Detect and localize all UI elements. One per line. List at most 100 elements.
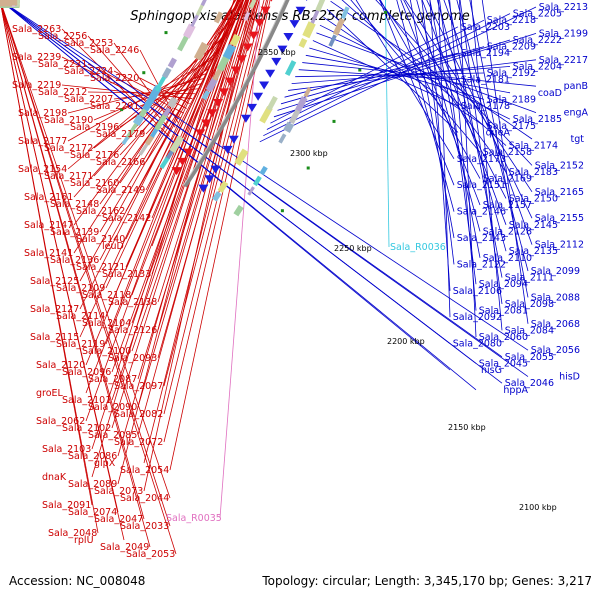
gene-label[interactable]: Sala_2160 xyxy=(70,178,119,189)
gene-label[interactable]: Sala_2102 xyxy=(62,423,111,434)
gene-label[interactable]: Sala_2149 xyxy=(96,185,145,196)
gene-label[interactable]: Sala_2155 xyxy=(535,213,584,224)
gene-label[interactable]: Sala_2204 xyxy=(513,61,562,72)
gene-label[interactable]: Sala_2143 xyxy=(457,233,506,244)
gene-label[interactable]: Sala_2231 xyxy=(38,59,87,70)
gene-label[interactable]: Sala_2150 xyxy=(509,193,558,204)
gene-label[interactable]: Sala_2219 xyxy=(12,80,61,91)
gene-label[interactable]: Sala_2139 xyxy=(50,227,99,238)
gene-label[interactable]: Sala_2092 xyxy=(453,312,502,323)
gene-label[interactable]: Sala_2086 xyxy=(68,451,117,462)
gene-label[interactable]: Sala_2087 xyxy=(88,374,137,385)
gene-label[interactable]: Sala_2189 xyxy=(487,94,536,105)
gene-label[interactable]: tgt xyxy=(571,134,585,145)
gene-label[interactable]: Sala_2173 xyxy=(457,154,506,165)
gene-label[interactable]: Sala_2199 xyxy=(539,28,588,39)
gene-label[interactable]: Sala_2209 xyxy=(487,42,536,53)
gene-label[interactable]: Sala_2239 xyxy=(12,52,61,63)
gene-label[interactable]: coaD xyxy=(538,88,562,99)
gene-label[interactable]: Sala_2109 xyxy=(56,283,105,294)
gene-label[interactable]: Sala_2217 xyxy=(539,55,588,66)
gene-label[interactable]: Sala_2126 xyxy=(108,325,157,336)
gene-label[interactable]: Sala_2053 xyxy=(126,549,175,560)
gene-label[interactable]: Sala_2093 xyxy=(108,353,157,364)
gene-label[interactable]: Sala_2205 xyxy=(513,9,562,20)
gene-label[interactable]: Sala_2142 xyxy=(102,213,151,224)
gene-label[interactable]: Sala_2091 xyxy=(42,500,91,511)
gene-label[interactable]: Sala_2062 xyxy=(36,416,85,427)
gene-label[interactable]: Sala_2120 xyxy=(36,360,85,371)
gene-label[interactable]: Sala_2118 xyxy=(82,290,131,301)
gene-label[interactable]: Sala_2138 xyxy=(108,297,157,308)
gene-label[interactable]: Sala_2135 xyxy=(509,246,558,257)
gene-label[interactable]: queA xyxy=(486,127,511,138)
gene-label[interactable]: Sala_2203 xyxy=(461,22,510,33)
gene-label[interactable]: Sala_2183 xyxy=(509,167,558,178)
gene-label[interactable]: Sala_2256 xyxy=(38,31,87,42)
gene-label[interactable]: Sala_2220 xyxy=(90,73,139,84)
gene-label[interactable]: Sala_2085 xyxy=(88,430,137,441)
gene-label[interactable]: Sala_2054 xyxy=(120,465,169,476)
gene-label[interactable]: Sala_2100 xyxy=(82,346,131,357)
gene-label[interactable]: rplU xyxy=(74,535,94,546)
gene-label[interactable]: Sala_2136 xyxy=(50,255,99,266)
gene-label[interactable]: Sala_2099 xyxy=(531,266,580,277)
gene-label[interactable]: Sala_2253 xyxy=(64,38,113,49)
gene-label[interactable]: Sala_2046 xyxy=(505,378,554,389)
gene-label[interactable]: Sala_2175 xyxy=(487,121,536,132)
gene-label[interactable]: Sala_2097 xyxy=(114,381,163,392)
gene-label[interactable]: Sala_2224 xyxy=(64,66,113,77)
gene-label[interactable]: Sala_2112 xyxy=(535,240,584,251)
gene-label[interactable]: hisD xyxy=(559,372,580,383)
gene-label[interactable]: hisG xyxy=(481,365,502,376)
gene-label[interactable]: Sala_2127 xyxy=(30,304,79,315)
gene-label[interactable]: Sala_2084 xyxy=(505,325,554,336)
gene-label[interactable]: Sala_2145 xyxy=(509,220,558,231)
gene-label[interactable]: Sala_2161 xyxy=(24,192,73,203)
gene-label[interactable]: Sala_2177 xyxy=(18,136,67,147)
gene-label[interactable]: Sala_2090 xyxy=(88,402,137,413)
gene-label[interactable]: Sala_2201 xyxy=(90,101,139,112)
gene-label[interactable]: Sala_2166 xyxy=(96,157,145,168)
gene-label[interactable]: Sala_2048 xyxy=(48,528,97,539)
gene-label[interactable]: Sala_R0036 xyxy=(390,242,446,253)
gene-label[interactable]: Sala_2179 xyxy=(96,129,145,140)
gene-label[interactable]: Sala_2119 xyxy=(56,339,105,350)
gene-label[interactable]: Sala_2178 xyxy=(461,101,510,112)
gene-label[interactable]: Sala_2181 xyxy=(461,75,510,86)
gene-label[interactable]: Sala_2080 xyxy=(453,339,502,350)
gene-label[interactable]: Sala_2121 xyxy=(76,262,125,273)
gene-label[interactable]: Sala_2049 xyxy=(100,542,149,553)
gene-label[interactable]: glpX xyxy=(94,458,116,469)
gene-label[interactable]: Sala_2190 xyxy=(44,115,93,126)
gene-label[interactable]: Sala_2114 xyxy=(56,311,105,322)
gene-label[interactable]: Sala_2125 xyxy=(30,276,79,287)
gene-label[interactable]: Sala_2033 xyxy=(120,521,169,532)
gene-label[interactable]: Sala_2115 xyxy=(30,332,79,343)
gene-label[interactable]: Sala_2198 xyxy=(18,108,67,119)
gene-label[interactable]: Sala_2082 xyxy=(114,409,163,420)
gene-label[interactable]: Sala_2218 xyxy=(487,15,536,26)
gene-label[interactable]: Sala_2047 xyxy=(94,514,143,525)
gene-label[interactable]: Sala_2111 xyxy=(505,273,554,284)
gene-label[interactable]: Sala_2106 xyxy=(453,286,502,297)
gene-label[interactable]: Sala_R0035 xyxy=(166,513,222,524)
gene-label[interactable]: Sala_2081 xyxy=(479,306,528,317)
gene-label[interactable]: Sala_2073 xyxy=(94,486,143,497)
gene-label[interactable]: Sala_2103 xyxy=(42,444,91,455)
gene-label[interactable]: Sala_2171 xyxy=(44,171,93,182)
gene-label[interactable]: Sala_2169 xyxy=(483,174,532,185)
gene-label[interactable]: Sala_2185 xyxy=(513,114,562,125)
gene-label[interactable]: Sala_2207 xyxy=(64,94,113,105)
gene-label[interactable]: Sala_2140 xyxy=(76,234,125,245)
gene-label[interactable]: Sala_2172 xyxy=(44,143,93,154)
gene-label[interactable]: Sala_2162 xyxy=(76,206,125,217)
gene-label[interactable]: panB xyxy=(564,81,588,92)
gene-label[interactable]: Sala_2165 xyxy=(535,187,584,198)
gene-label[interactable]: Sala_2044 xyxy=(120,493,169,504)
gene-label[interactable]: Sala_2089 xyxy=(68,479,117,490)
gene-label[interactable]: Sala_2148 xyxy=(50,199,99,210)
gene-label[interactable]: Sala_2263 xyxy=(12,24,61,35)
gene-label[interactable]: Sala_2174 xyxy=(509,141,558,152)
gene-label[interactable]: Sala_2068 xyxy=(531,319,580,330)
